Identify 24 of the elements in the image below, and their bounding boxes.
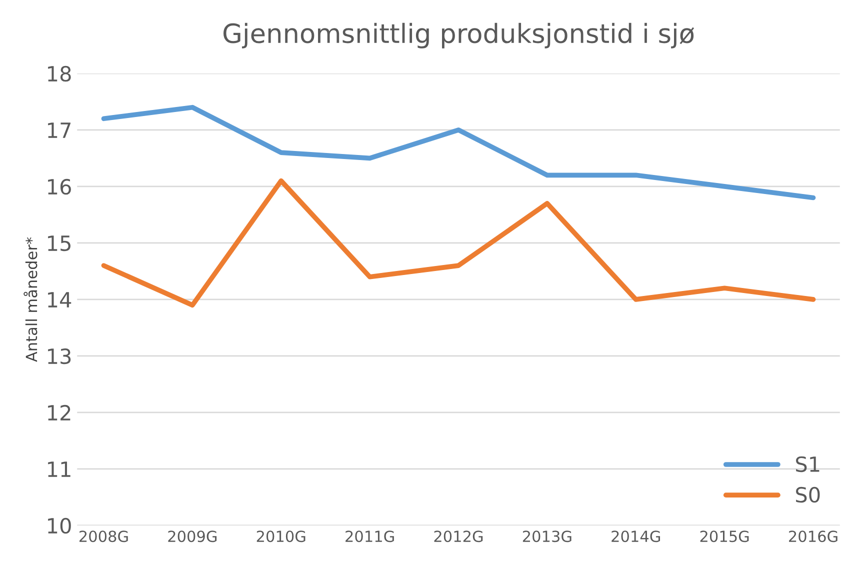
x-tick-label: 2015G [700, 530, 749, 542]
legend-label: S0 [796, 486, 820, 503]
y-axis-title: Antall måneder* [24, 237, 38, 362]
line-series [101, 178, 816, 308]
y-tick-label: 17 [48, 122, 70, 138]
y-tick-label: 12 [48, 404, 70, 420]
y-tick-label: 18 [48, 66, 71, 82]
x-tick-label: 2012G [434, 530, 483, 542]
x-tick-label: 2010G [256, 530, 306, 542]
x-tick-label: 2011G [346, 530, 394, 542]
x-tick-label: 2013G [522, 530, 572, 542]
x-tick-label: 2009G [168, 530, 217, 542]
chart-title: Gjennomsnittlig produksjonstid i sjø [223, 22, 694, 48]
x-tick-label: 2014G [612, 530, 660, 542]
y-tick-label: 10 [48, 518, 71, 534]
line-series [101, 104, 816, 200]
y-tick-label: 13 [48, 348, 71, 364]
y-tick-label: 14 [48, 292, 72, 308]
y-tick-label: 16 [48, 178, 71, 195]
y-tick-label: 11 [48, 462, 70, 477]
x-tick-label: 2008G [79, 530, 128, 542]
y-tick-label: 15 [48, 236, 70, 252]
x-tick-label: 2016G [789, 530, 838, 542]
legend-label: S1 [796, 456, 820, 472]
